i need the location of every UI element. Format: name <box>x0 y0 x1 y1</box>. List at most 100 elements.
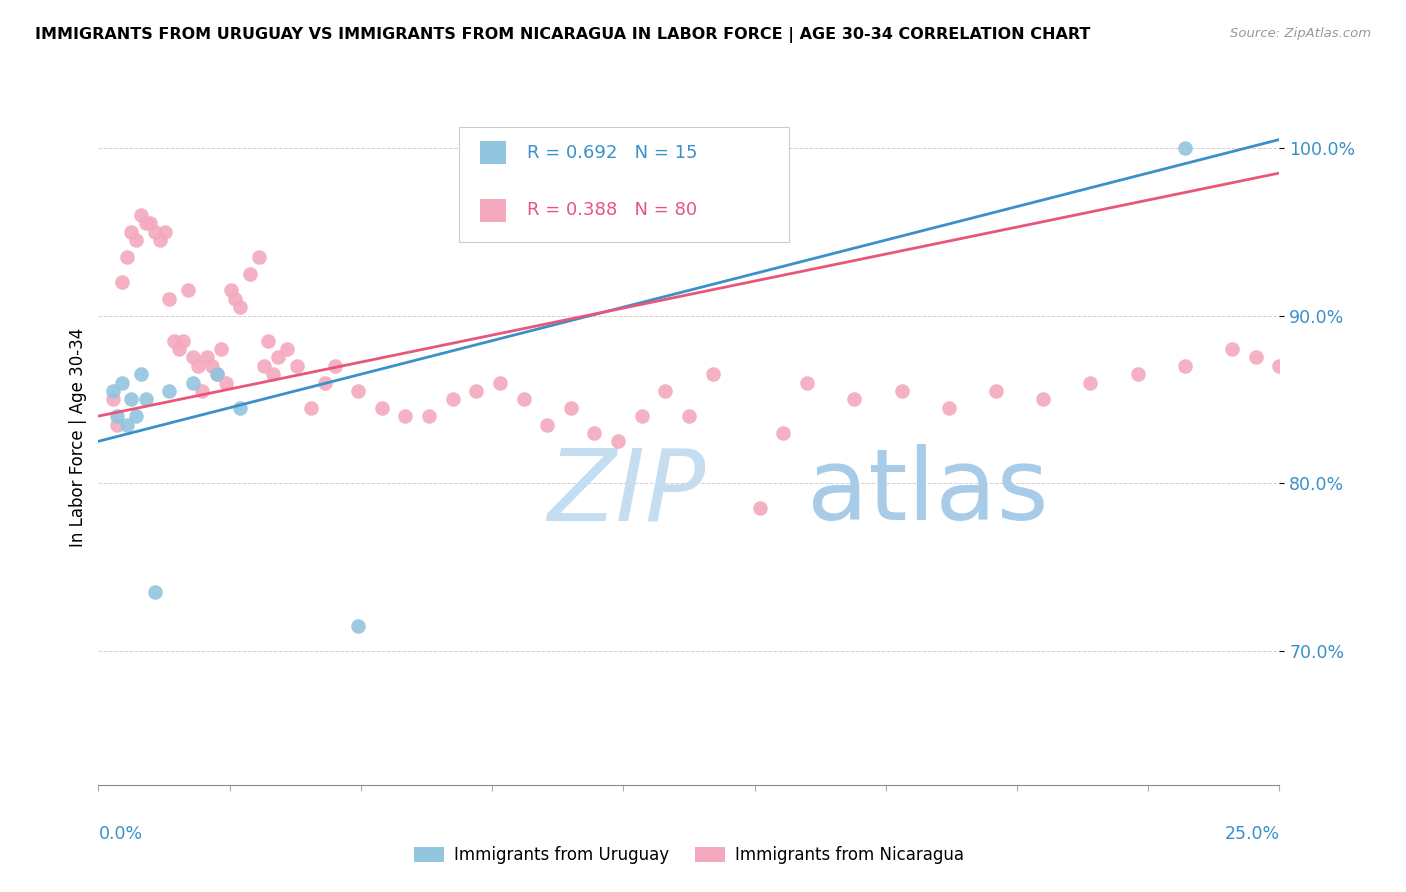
Point <box>1220 342 1243 356</box>
Point <box>583 425 606 440</box>
Point <box>153 225 176 239</box>
Point <box>125 233 148 247</box>
Point <box>105 417 128 432</box>
Point <box>1386 334 1406 348</box>
Point <box>181 376 204 390</box>
Point <box>139 216 162 230</box>
Text: atlas: atlas <box>807 444 1049 541</box>
Point <box>314 376 336 390</box>
Point <box>101 384 124 398</box>
Point <box>115 250 138 264</box>
Point <box>347 618 370 632</box>
Text: R = 0.388   N = 80: R = 0.388 N = 80 <box>527 201 697 219</box>
FancyBboxPatch shape <box>479 199 506 221</box>
Text: R = 0.692   N = 15: R = 0.692 N = 15 <box>527 144 697 161</box>
Point <box>239 267 262 281</box>
Point <box>125 409 148 424</box>
Point <box>1339 351 1361 365</box>
Point <box>702 368 724 382</box>
Text: 0.0%: 0.0% <box>98 825 142 843</box>
Point <box>1174 359 1197 373</box>
Point <box>560 401 582 415</box>
Point <box>195 351 218 365</box>
Point <box>276 342 298 356</box>
Point <box>285 359 308 373</box>
Point <box>129 208 152 222</box>
Point <box>844 392 866 407</box>
Point <box>172 334 194 348</box>
Text: 25.0%: 25.0% <box>1225 825 1279 843</box>
Point <box>1032 392 1054 407</box>
Point <box>938 401 960 415</box>
Legend: Immigrants from Uruguay, Immigrants from Nicaragua: Immigrants from Uruguay, Immigrants from… <box>408 839 970 871</box>
Point <box>111 275 134 289</box>
Point <box>1292 368 1315 382</box>
Point <box>253 359 276 373</box>
Point <box>394 409 416 424</box>
Point <box>111 376 134 390</box>
Point <box>465 384 488 398</box>
Point <box>101 392 124 407</box>
Point <box>121 392 143 407</box>
Point <box>247 250 270 264</box>
Point <box>654 384 676 398</box>
Y-axis label: In Labor Force | Age 30-34: In Labor Force | Age 30-34 <box>69 327 87 547</box>
Point <box>167 342 190 356</box>
Point <box>143 585 166 599</box>
Point <box>1316 359 1339 373</box>
Point <box>105 409 128 424</box>
Point <box>181 351 204 365</box>
Text: Source: ZipAtlas.com: Source: ZipAtlas.com <box>1230 27 1371 40</box>
FancyBboxPatch shape <box>458 128 789 243</box>
Point <box>536 417 558 432</box>
Point <box>1126 368 1149 382</box>
Point <box>121 225 143 239</box>
Point <box>1268 359 1291 373</box>
Point <box>129 368 152 382</box>
Point <box>267 351 290 365</box>
Point <box>215 376 238 390</box>
Point <box>1174 141 1197 155</box>
Point <box>441 392 464 407</box>
Point <box>219 284 242 298</box>
Point <box>143 225 166 239</box>
Point <box>157 384 180 398</box>
Point <box>205 368 228 382</box>
Point <box>135 392 157 407</box>
Point <box>323 359 346 373</box>
Point <box>418 409 440 424</box>
Point <box>149 233 172 247</box>
Point <box>191 384 214 398</box>
Point <box>796 376 818 390</box>
Point <box>115 417 138 432</box>
Point <box>772 425 794 440</box>
Point <box>157 292 180 306</box>
Point <box>607 434 630 449</box>
Point <box>512 392 534 407</box>
Point <box>205 368 228 382</box>
Point <box>299 401 322 415</box>
Point <box>678 409 700 424</box>
Point <box>257 334 280 348</box>
Point <box>229 300 252 314</box>
Point <box>1362 342 1385 356</box>
Point <box>1244 351 1267 365</box>
FancyBboxPatch shape <box>479 141 506 164</box>
Point <box>748 501 770 516</box>
Point <box>347 384 370 398</box>
Point <box>890 384 912 398</box>
Text: ZIP: ZIP <box>547 444 706 541</box>
Point <box>224 292 246 306</box>
Point <box>229 401 252 415</box>
Point <box>1080 376 1102 390</box>
Point <box>187 359 209 373</box>
Text: IMMIGRANTS FROM URUGUAY VS IMMIGRANTS FROM NICARAGUA IN LABOR FORCE | AGE 30-34 : IMMIGRANTS FROM URUGUAY VS IMMIGRANTS FR… <box>35 27 1091 43</box>
Point <box>371 401 394 415</box>
Point <box>209 342 232 356</box>
Point <box>135 216 157 230</box>
Point <box>262 368 284 382</box>
Point <box>177 284 200 298</box>
Point <box>489 376 512 390</box>
Point <box>163 334 186 348</box>
Point <box>984 384 1007 398</box>
